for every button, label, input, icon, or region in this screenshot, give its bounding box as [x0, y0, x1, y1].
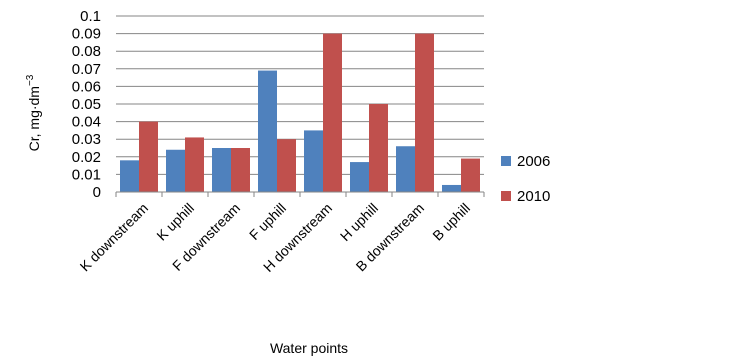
bars: [120, 33, 480, 192]
bar-2010: [185, 137, 204, 192]
bar-2006: [120, 160, 139, 192]
bar-2006: [212, 148, 231, 192]
x-tick-label: H uphill: [337, 200, 381, 244]
x-tick-label: K downstream: [77, 200, 152, 275]
y-tick-label: 0.05: [72, 96, 101, 113]
legend-label: 2010: [517, 188, 550, 205]
bar-2010: [461, 158, 480, 192]
bar-2006: [396, 146, 415, 192]
x-tick-label: K uphill: [153, 200, 197, 244]
x-tick-label: F uphill: [246, 200, 289, 243]
x-tick-label: B uphill: [429, 200, 473, 244]
y-tick-label: 0.02: [72, 149, 101, 166]
bar-2010: [231, 148, 250, 192]
y-axis-title-text: Cr, mg·dm: [26, 86, 42, 151]
y-tick-label: 0.06: [72, 78, 101, 95]
bar-2006: [258, 70, 277, 192]
y-tick-label: 0.1: [80, 8, 101, 25]
legend: 2006 2010: [501, 153, 550, 205]
bar-2006: [442, 184, 461, 192]
y-tick-label: 0.04: [72, 114, 101, 131]
legend-swatch: [501, 156, 511, 166]
bar-2010: [277, 139, 296, 192]
bar-2006: [304, 130, 323, 192]
y-tick-label: 0.07: [72, 61, 101, 78]
bar-2010: [415, 33, 434, 192]
legend-swatch: [501, 191, 511, 201]
y-tick-label: 0.08: [72, 43, 101, 60]
y-axis-ticks: 00.010.020.030.040.050.060.070.080.090.1: [72, 8, 101, 201]
y-axis-title: Cr, mg·dm−3: [25, 74, 42, 151]
y-tick-label: 0.01: [72, 166, 101, 183]
bar-2010: [139, 121, 158, 192]
y-tick-label: 0.09: [72, 26, 101, 43]
bar-2010: [323, 33, 342, 192]
bar-2006: [166, 149, 185, 192]
bar-2010: [369, 104, 388, 192]
y-tick-label: 0.03: [72, 131, 101, 148]
legend-label: 2006: [517, 153, 550, 170]
y-axis-title-superscript: −3: [25, 74, 36, 86]
x-axis-title: Water points: [270, 340, 348, 356]
bar-2006: [350, 162, 369, 192]
y-tick-label: 0: [93, 184, 101, 201]
